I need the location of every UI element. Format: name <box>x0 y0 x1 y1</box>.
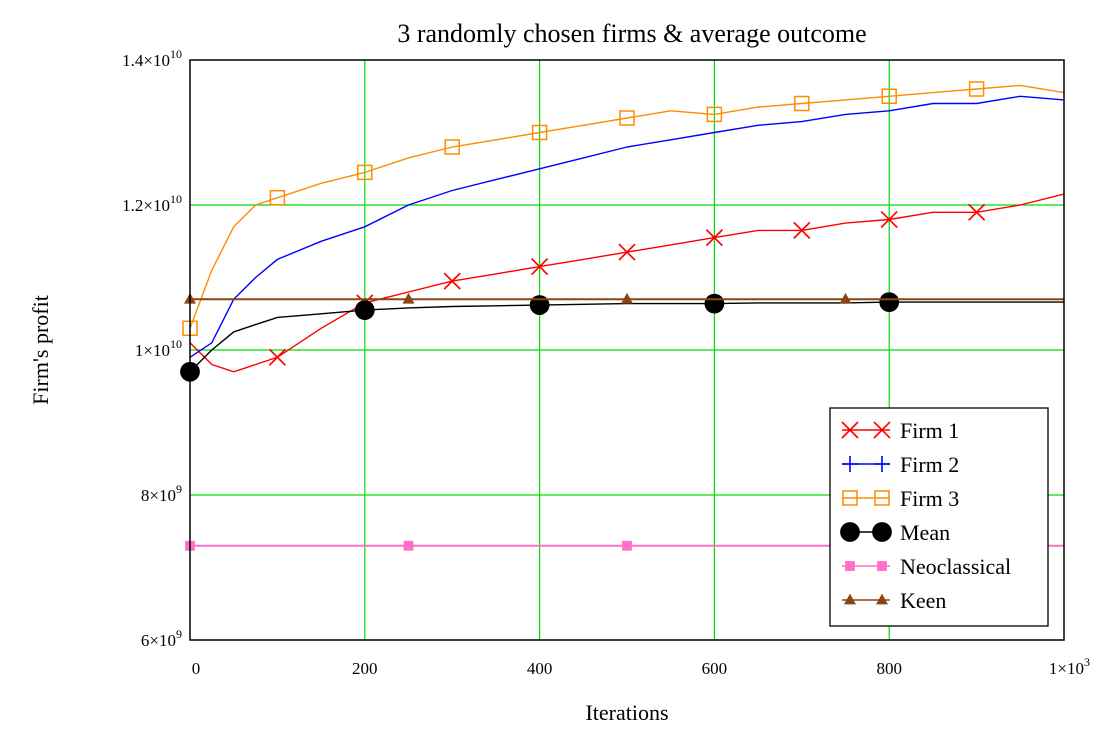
data-marker <box>842 490 858 506</box>
legend-label: Mean <box>900 520 950 545</box>
axis-ticks: 0 200 400 600 800 1×103 6×109 8×109 1×1010 1.2×10… <box>122 47 1090 678</box>
data-marker <box>845 561 855 571</box>
data-marker <box>841 421 859 439</box>
data-marker <box>269 190 286 206</box>
data-marker <box>879 292 900 313</box>
grid <box>190 60 1064 640</box>
tick-label: 0 <box>192 659 201 678</box>
tick-label: 600 <box>702 659 728 678</box>
tick-label: 1.2×1010 <box>122 192 182 215</box>
data-marker <box>622 540 632 551</box>
data-marker <box>706 106 723 123</box>
series-firm-3 <box>182 81 1065 336</box>
data-marker <box>968 81 985 97</box>
data-marker <box>872 522 892 542</box>
data-marker <box>968 203 986 221</box>
legend-item: Keen <box>842 588 946 613</box>
chart-title: 3 randomly chosen firms & average outcom… <box>397 19 866 48</box>
data-marker <box>874 490 890 506</box>
data-marker <box>793 221 811 239</box>
data-marker <box>268 348 286 366</box>
legend-label: Keen <box>900 588 946 613</box>
data-marker <box>354 300 375 321</box>
data-marker <box>877 561 887 571</box>
data-marker <box>619 110 635 126</box>
series-line <box>189 95 1065 358</box>
legend-label: Firm 3 <box>900 486 959 511</box>
series-layer <box>180 81 1065 551</box>
tick-label: 1×103 <box>1049 655 1090 678</box>
series-line <box>189 193 1065 373</box>
data-marker <box>444 139 460 155</box>
series-line <box>189 301 1064 373</box>
data-marker <box>873 421 891 439</box>
data-marker <box>880 210 898 229</box>
tick-label: 200 <box>352 659 378 678</box>
legend-label: Neoclassical <box>900 554 1011 579</box>
data-marker <box>704 293 725 314</box>
data-marker <box>529 295 550 315</box>
tick-label: 6×109 <box>141 627 182 650</box>
tick-label: 1×1010 <box>135 337 182 360</box>
legend: Firm 1 Firm 2 Firm 3 Mean Neoclassical Keen <box>829 407 1049 627</box>
data-marker <box>531 124 548 141</box>
data-marker <box>618 243 636 261</box>
tick-label: 800 <box>876 659 902 678</box>
plot-frame <box>189 59 1065 641</box>
x-axis-label: Iterations <box>585 700 668 725</box>
series-firm-2 <box>189 95 1065 358</box>
series-mean <box>180 292 1064 382</box>
legend-item: Firm 3 <box>842 486 959 511</box>
series-firm-1 <box>189 193 1065 373</box>
legend-item: Firm 1 <box>841 418 959 443</box>
legend-box <box>829 407 1049 627</box>
data-marker <box>531 258 549 276</box>
data-marker <box>839 292 852 304</box>
data-marker <box>443 272 461 290</box>
legend-label: Firm 2 <box>900 452 959 477</box>
legend-item: Firm 2 <box>842 452 959 477</box>
y-axis-label: Firm's profit <box>28 295 53 405</box>
data-marker <box>705 229 723 247</box>
legend-item: Mean <box>840 520 950 545</box>
tick-label: 8×109 <box>141 482 182 505</box>
data-marker <box>874 456 890 472</box>
data-marker <box>842 456 858 472</box>
data-marker <box>794 95 810 112</box>
data-marker <box>840 522 860 542</box>
data-marker <box>621 292 633 304</box>
data-marker <box>403 540 414 551</box>
data-marker <box>881 88 897 104</box>
data-marker <box>876 593 888 605</box>
data-marker <box>844 593 856 605</box>
series-line <box>189 84 1065 329</box>
legend-item: Neoclassical <box>842 554 1011 579</box>
tick-label: 400 <box>527 659 553 678</box>
legend-label: Firm 1 <box>900 418 959 443</box>
data-marker <box>357 164 373 181</box>
tick-label: 1.4×1010 <box>122 47 182 70</box>
data-marker <box>402 292 415 304</box>
